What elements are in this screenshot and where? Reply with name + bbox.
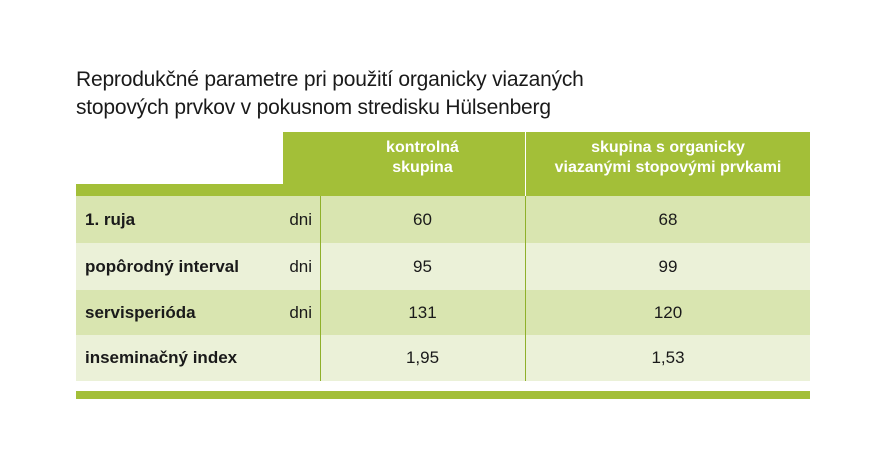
control-value: 60 bbox=[413, 209, 432, 229]
title-line-2: stopových prvkov v pokusnom stredisku Hü… bbox=[76, 96, 551, 119]
organic-value: 99 bbox=[658, 256, 678, 276]
organic-value: 68 bbox=[658, 209, 678, 229]
column-header-organic: skupina s organicky viazanými stopovými … bbox=[526, 132, 810, 184]
column-divider bbox=[320, 196, 321, 381]
row-label: popôrodný interval bbox=[85, 256, 239, 276]
column-header-organic-line2: viazanými stopovými prvkami bbox=[554, 159, 782, 176]
row-unit: dni bbox=[289, 256, 312, 276]
table-bottom-bar bbox=[76, 391, 810, 399]
column-header-control-line1: kontrolná bbox=[386, 139, 459, 156]
organic-value: 120 bbox=[653, 302, 683, 322]
column-divider bbox=[525, 196, 526, 381]
row-label: 1. ruja bbox=[85, 209, 136, 229]
column-header-organic-line1: skupina s organicky bbox=[591, 139, 745, 156]
table-row: servisperióda dni 131 120 bbox=[76, 290, 810, 335]
control-value: 95 bbox=[413, 256, 432, 276]
control-value: 1,95 bbox=[405, 348, 440, 367]
table-row: popôrodný interval dni 95 99 bbox=[76, 243, 810, 290]
row-label: servisperióda bbox=[85, 302, 196, 322]
table-row: inseminačný index 1,95 1,53 bbox=[76, 335, 810, 381]
row-label: inseminačný index bbox=[85, 348, 238, 367]
column-header-control-line2: skupina bbox=[392, 159, 453, 176]
row-unit: dni bbox=[289, 302, 312, 322]
column-header-control: kontrolná skupina bbox=[320, 132, 525, 184]
organic-value: 1,53 bbox=[651, 348, 685, 367]
table-row: 1. ruja dni 60 68 bbox=[76, 196, 810, 243]
row-unit: dni bbox=[289, 209, 312, 229]
header-left-bar bbox=[76, 184, 283, 196]
header-divider bbox=[525, 132, 526, 196]
table-header-block bbox=[283, 132, 810, 196]
table-title: Reprodukčné parametre pri použití organi… bbox=[76, 66, 796, 122]
control-value: 131 bbox=[408, 302, 437, 322]
title-line-1: Reprodukčné parametre pri použití organi… bbox=[76, 68, 584, 91]
